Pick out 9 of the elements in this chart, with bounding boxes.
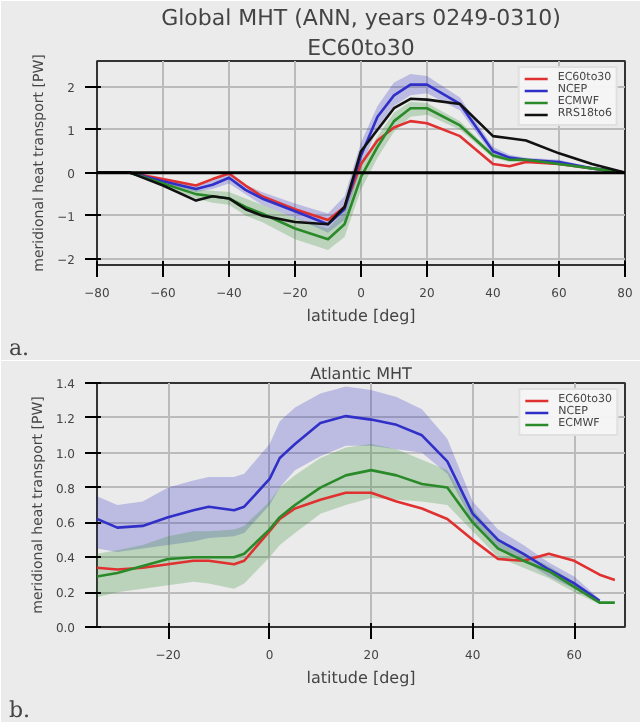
text: a. (9, 335, 30, 361)
chart-subtitle: EC60to30 (307, 35, 415, 61)
x-axis-title: latitude [deg] (306, 669, 416, 687)
chart-title: Atlantic MHT (310, 365, 412, 383)
line-series (97, 491, 617, 582)
chart-title: Global MHT (ANN, years 0249-0310) (161, 5, 561, 31)
x-axis-title: latitude [deg] (306, 307, 416, 325)
line-series (97, 468, 617, 604)
text: b. (9, 697, 31, 722)
